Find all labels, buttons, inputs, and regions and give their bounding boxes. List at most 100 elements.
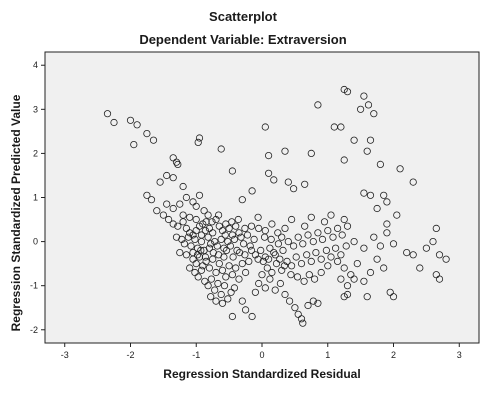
data-point: [180, 240, 188, 248]
data-point: [360, 92, 368, 100]
data-point: [192, 215, 200, 224]
data-point: [289, 242, 298, 250]
data-point: [271, 251, 279, 259]
data-point: [228, 271, 236, 279]
data-point: [222, 246, 231, 254]
data-point: [300, 277, 308, 285]
data-point: [163, 171, 171, 180]
data-point: [224, 295, 232, 303]
data-point: [329, 233, 337, 241]
data-point: [264, 152, 273, 160]
data-point: [248, 312, 256, 321]
data-point: [383, 198, 391, 206]
data-point: [317, 268, 325, 277]
data-point: [172, 158, 181, 166]
data-point: [246, 242, 254, 250]
data-point: [383, 220, 391, 228]
data-point: [268, 220, 276, 228]
data-point: [238, 259, 246, 268]
data-point: [324, 262, 332, 270]
data-point: [197, 266, 206, 274]
data-point: [317, 255, 325, 263]
y-tick-label: 2: [33, 148, 38, 158]
data-point: [174, 222, 182, 230]
data-point: [278, 233, 286, 241]
data-point: [435, 251, 444, 259]
data-point: [442, 255, 450, 263]
data-point: [264, 255, 273, 263]
data-point: [238, 297, 246, 305]
data-point: [389, 240, 398, 248]
data-point: [331, 244, 340, 252]
data-point: [218, 266, 227, 274]
data-point: [248, 187, 256, 195]
data-point: [416, 264, 424, 272]
data-point: [176, 249, 184, 257]
data-point: [207, 275, 215, 283]
data-point: [281, 147, 289, 155]
data-point: [103, 110, 112, 118]
data-point: [324, 227, 332, 235]
data-point: [149, 136, 158, 144]
data-point: [299, 319, 307, 327]
data-point: [383, 229, 391, 237]
data-point: [169, 220, 177, 228]
data-point: [250, 235, 258, 243]
data-point: [287, 215, 296, 224]
data-point: [178, 235, 186, 243]
data-point: [217, 145, 225, 153]
data-point: [174, 160, 182, 168]
data-point: [220, 282, 229, 290]
data-point: [280, 262, 288, 270]
data-point: [376, 242, 384, 250]
data-point: [284, 178, 292, 186]
data-points: [103, 85, 450, 327]
data-point: [322, 246, 330, 254]
x-tick-label: -3: [61, 350, 69, 360]
data-point: [189, 249, 197, 257]
data-point: [204, 282, 212, 290]
data-point: [212, 268, 220, 277]
data-point: [370, 233, 378, 241]
x-tick-label: 0: [259, 350, 264, 360]
data-point: [307, 149, 315, 157]
data-point: [314, 101, 322, 109]
data-point: [268, 268, 276, 277]
data-point: [276, 255, 284, 263]
data-point: [360, 244, 368, 252]
y-tick-label: 1: [33, 193, 38, 203]
data-point: [225, 262, 233, 270]
data-point: [343, 282, 352, 290]
data-point: [204, 211, 212, 219]
data-point: [228, 231, 236, 239]
data-point: [370, 110, 378, 118]
data-point: [287, 262, 296, 270]
data-point: [366, 268, 375, 277]
data-point: [228, 167, 236, 175]
data-point: [270, 176, 278, 184]
data-point: [258, 271, 266, 279]
data-point: [297, 315, 306, 323]
x-tick-label: -1: [192, 350, 200, 360]
y-tick-label: -2: [30, 325, 38, 335]
data-point: [343, 222, 352, 230]
data-point: [276, 279, 284, 288]
data-point: [241, 224, 249, 232]
data-point: [342, 242, 350, 250]
data-point: [130, 141, 138, 149]
data-point: [263, 264, 271, 272]
data-point: [218, 299, 227, 307]
data-point: [320, 218, 329, 226]
data-point: [309, 238, 317, 246]
data-point: [373, 255, 381, 263]
data-point: [270, 249, 278, 257]
data-point: [309, 297, 317, 305]
data-point: [225, 224, 233, 232]
data-point: [327, 253, 335, 261]
y-axis-label: Regression Standardized Predicted Value: [9, 94, 23, 331]
data-point: [376, 160, 384, 168]
data-point: [176, 200, 184, 208]
data-point: [409, 178, 417, 186]
data-point: [303, 251, 311, 259]
data-point: [202, 218, 210, 226]
